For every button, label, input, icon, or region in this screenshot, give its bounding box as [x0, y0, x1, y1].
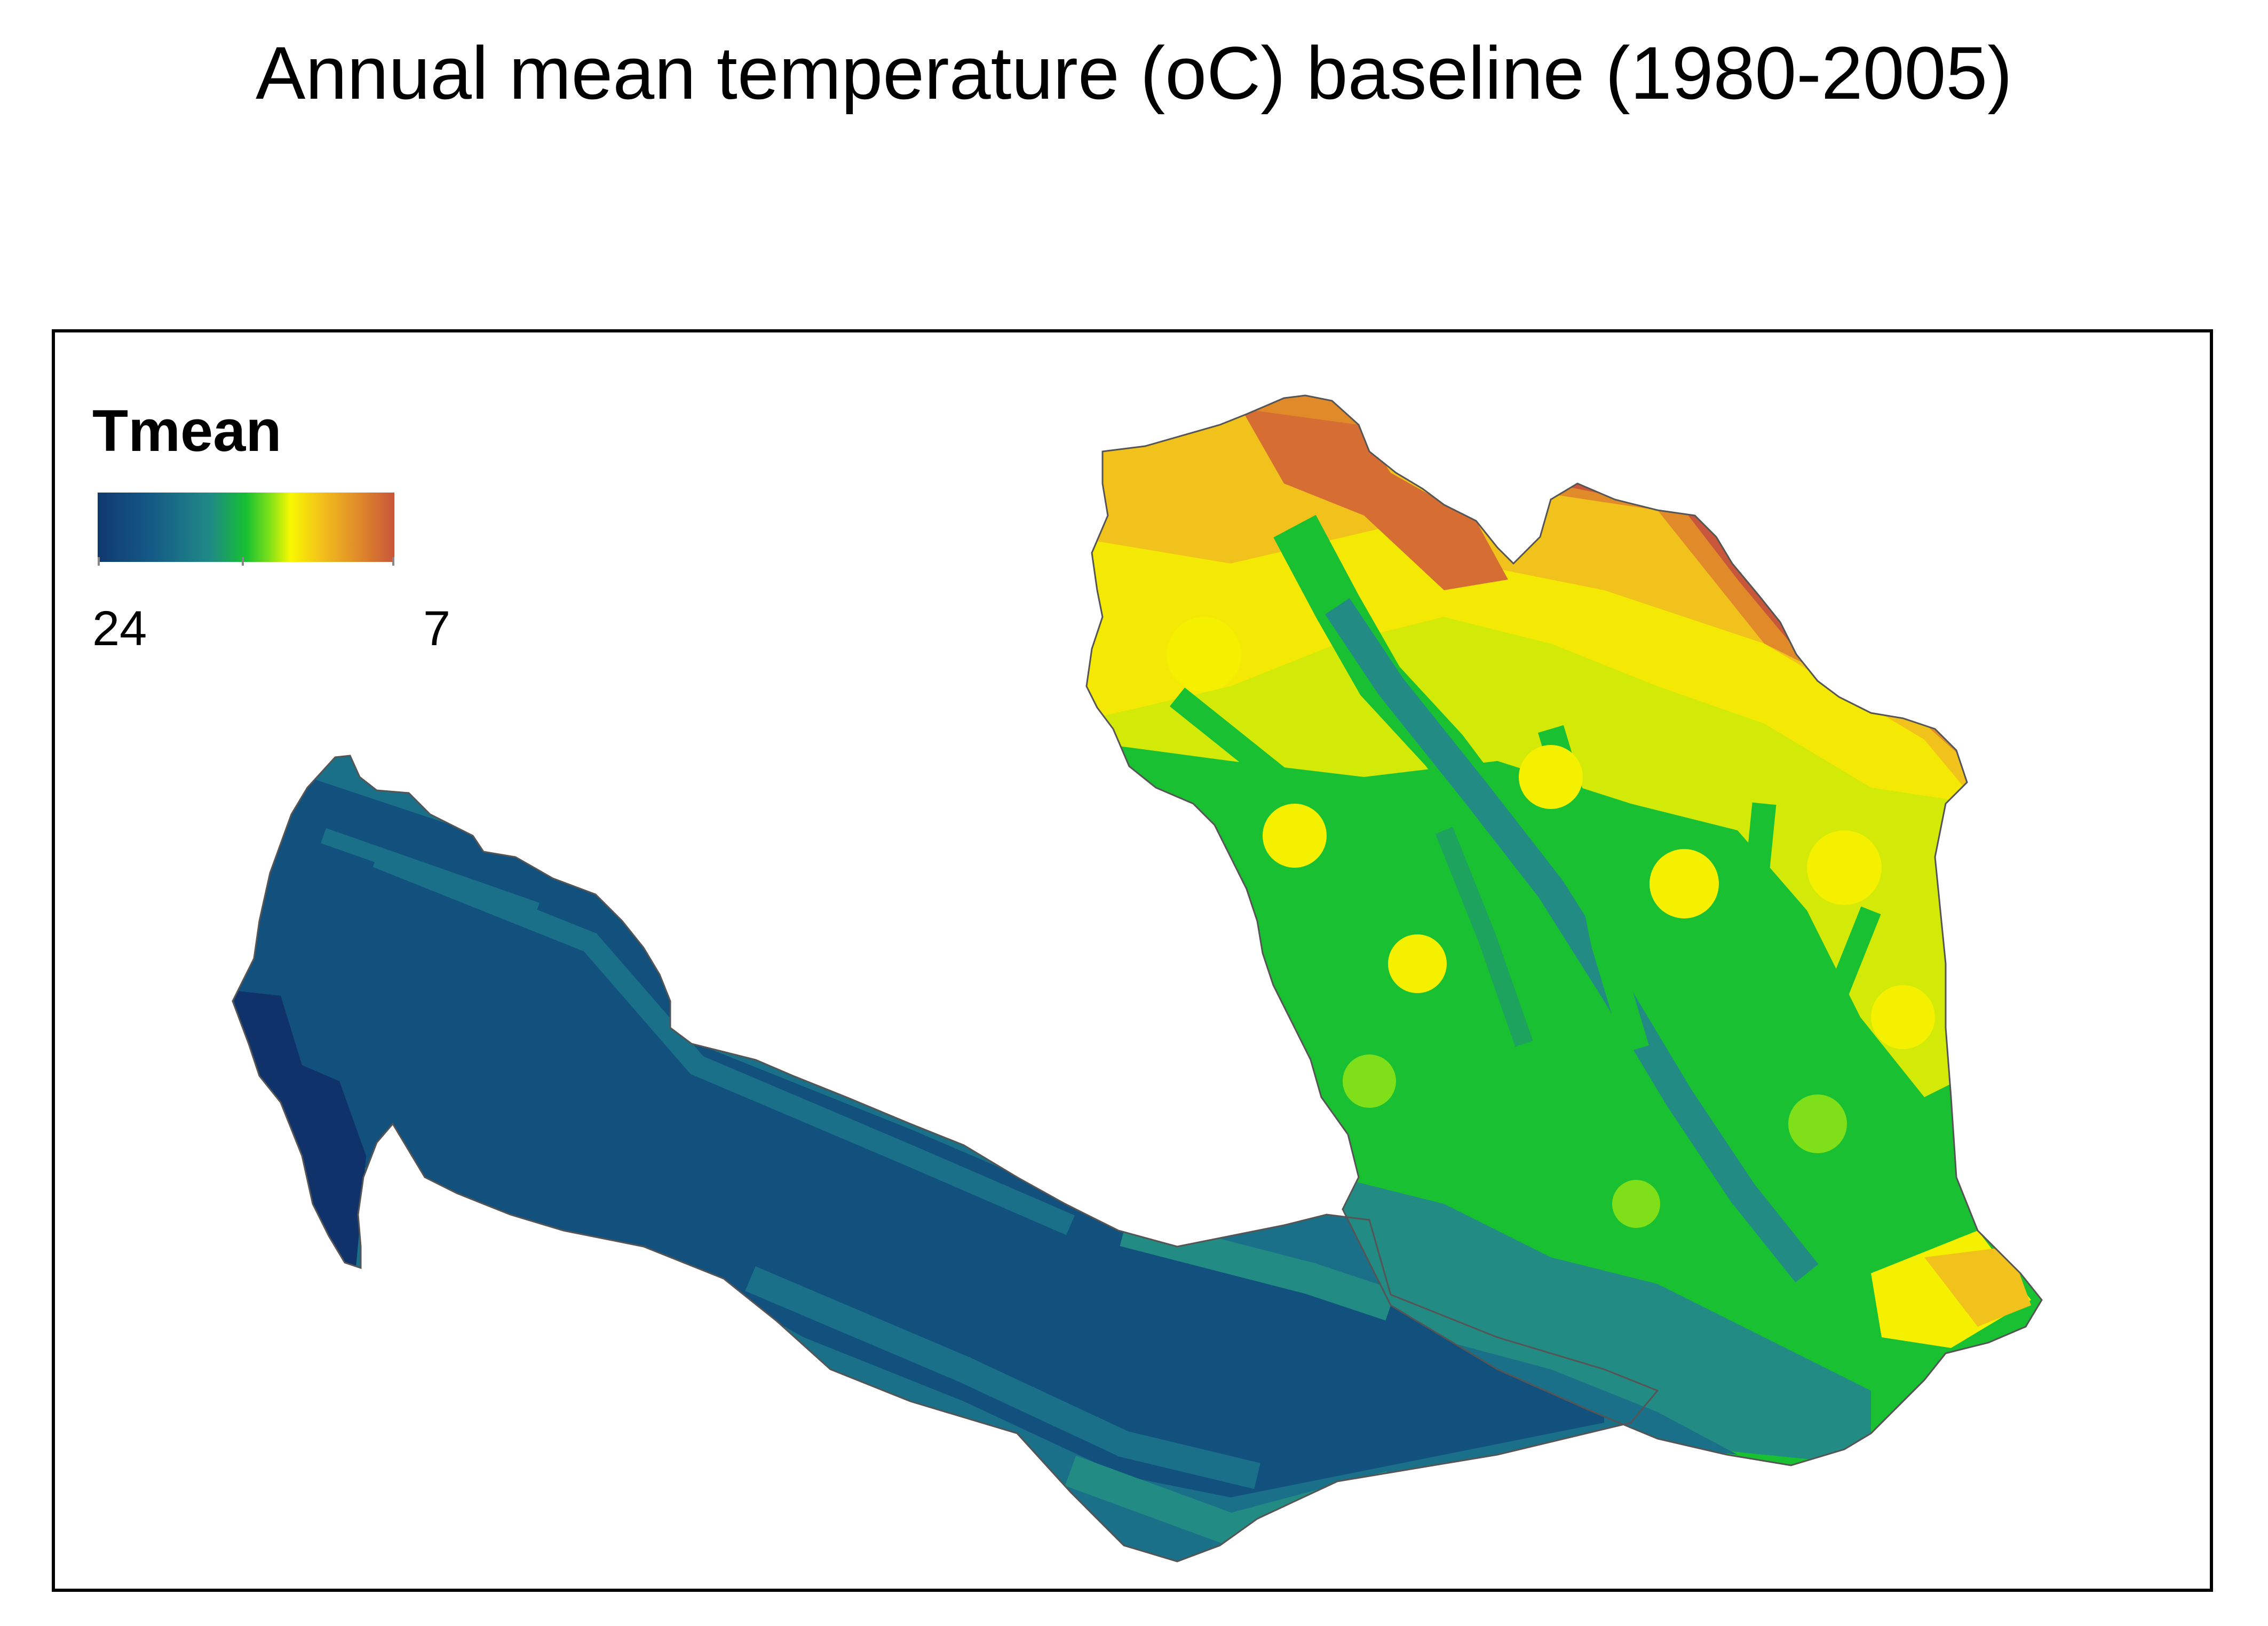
temperature-map — [232, 394, 2043, 1562]
basin-outline-west — [232, 755, 1659, 1562]
legend-color-ramp — [98, 493, 394, 562]
legend-tick — [392, 557, 394, 566]
map-title: Annual mean temperature (oC) baseline (1… — [256, 31, 2012, 115]
map-frame: Tmean 24 7 — [52, 329, 2213, 1592]
legend-tick — [98, 557, 100, 566]
legend-max-label: 7 — [423, 601, 451, 656]
legend-min-label: 24 — [92, 601, 147, 656]
legend-title: Tmean — [92, 398, 282, 464]
basin-outline-east — [1085, 394, 2043, 1466]
legend-tick — [242, 557, 244, 566]
